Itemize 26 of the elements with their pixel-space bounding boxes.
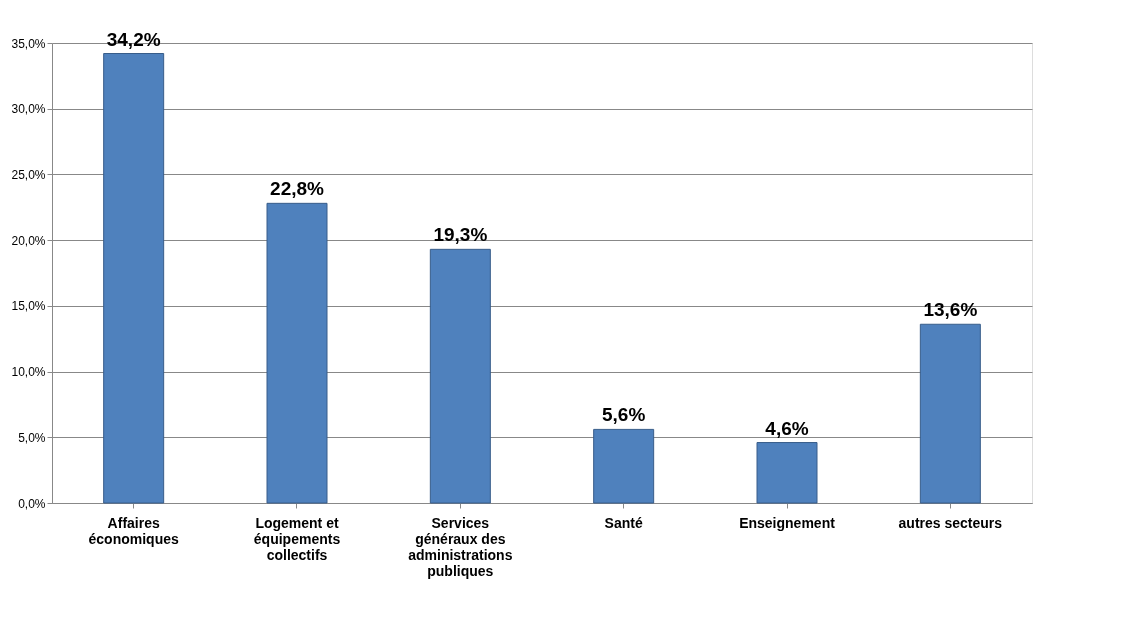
data-label: 34,2% xyxy=(106,28,161,50)
y-tick-label: 5,0% xyxy=(18,430,46,445)
bar xyxy=(429,248,491,504)
y-tick-label: 15,0% xyxy=(11,299,46,314)
y-tick-label: 25,0% xyxy=(11,167,46,182)
y-tick-label: 0,0% xyxy=(18,496,46,511)
bar xyxy=(756,442,818,504)
data-label: 13,6% xyxy=(923,299,978,321)
bar xyxy=(103,53,165,504)
x-tick-label: autres secteurs xyxy=(898,514,1003,531)
data-label: 4,6% xyxy=(765,417,809,439)
x-tick-label: Enseignement xyxy=(739,514,836,531)
x-tick-label: Affaires économiques xyxy=(88,514,179,547)
data-label: 5,6% xyxy=(602,404,646,426)
y-tick-label: 20,0% xyxy=(11,233,46,248)
bar xyxy=(593,428,655,504)
bar xyxy=(266,202,328,504)
y-tick-label: 10,0% xyxy=(11,365,46,380)
y-tick-label: 35,0% xyxy=(11,36,46,51)
x-tick-label: Logement et équipements collectifs xyxy=(253,514,341,563)
y-tick-label: 30,0% xyxy=(11,102,46,117)
bar xyxy=(919,323,981,504)
data-label: 19,3% xyxy=(433,224,488,246)
data-label: 22,8% xyxy=(270,178,325,200)
x-tick-label: Services généraux des administrations publiques xyxy=(408,514,513,579)
x-tick-label: Santé xyxy=(604,514,643,531)
